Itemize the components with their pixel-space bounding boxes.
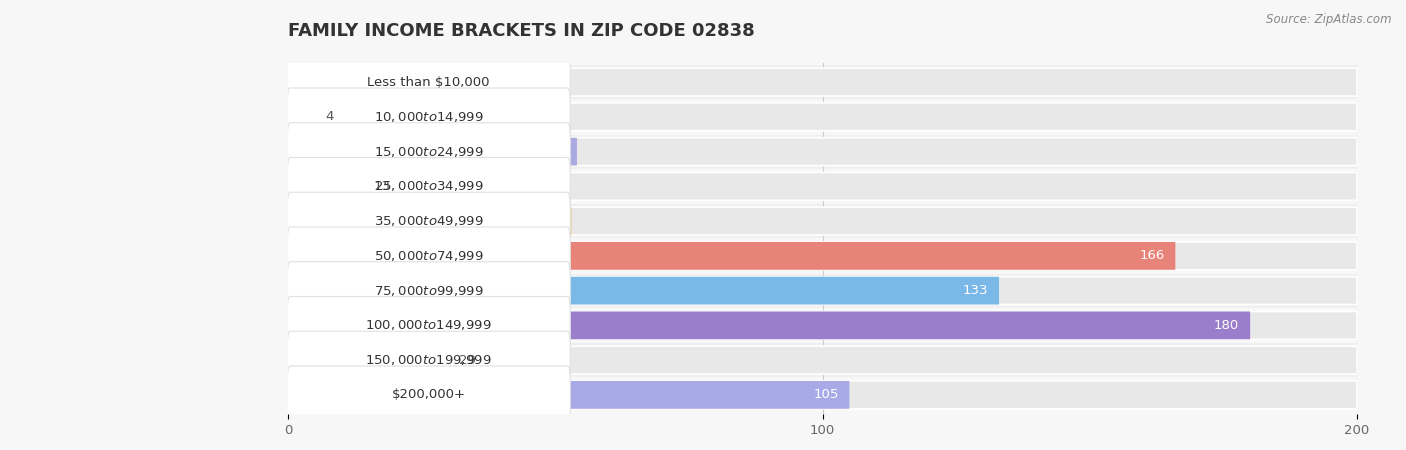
Bar — [288, 135, 1357, 169]
Text: FAMILY INCOME BRACKETS IN ZIP CODE 02838: FAMILY INCOME BRACKETS IN ZIP CODE 02838 — [288, 22, 755, 40]
Text: 166: 166 — [1139, 249, 1164, 262]
Text: $35,000 to $49,999: $35,000 to $49,999 — [374, 214, 484, 228]
Bar — [288, 169, 1357, 203]
Text: 29: 29 — [460, 354, 477, 367]
FancyBboxPatch shape — [288, 138, 1357, 166]
FancyBboxPatch shape — [287, 227, 571, 285]
FancyBboxPatch shape — [288, 207, 1357, 235]
Text: 54: 54 — [550, 145, 567, 158]
FancyBboxPatch shape — [287, 53, 571, 111]
FancyBboxPatch shape — [288, 346, 1357, 374]
FancyBboxPatch shape — [288, 311, 1250, 339]
Text: $50,000 to $74,999: $50,000 to $74,999 — [374, 249, 484, 263]
FancyBboxPatch shape — [288, 207, 572, 235]
Text: Source: ZipAtlas.com: Source: ZipAtlas.com — [1267, 14, 1392, 27]
Text: 180: 180 — [1213, 319, 1239, 332]
FancyBboxPatch shape — [288, 346, 443, 374]
FancyBboxPatch shape — [288, 277, 1000, 305]
FancyBboxPatch shape — [288, 381, 849, 409]
Bar — [288, 343, 1357, 377]
Text: 52: 52 — [538, 76, 555, 89]
FancyBboxPatch shape — [288, 311, 1357, 339]
FancyBboxPatch shape — [287, 366, 571, 424]
Text: $200,000+: $200,000+ — [392, 388, 465, 401]
FancyBboxPatch shape — [288, 68, 1357, 96]
Text: $150,000 to $199,999: $150,000 to $199,999 — [366, 353, 492, 367]
FancyBboxPatch shape — [288, 172, 1357, 200]
FancyBboxPatch shape — [288, 277, 1357, 305]
Text: Less than $10,000: Less than $10,000 — [367, 76, 491, 89]
FancyBboxPatch shape — [288, 242, 1175, 270]
Text: 133: 133 — [963, 284, 988, 297]
Text: 53: 53 — [544, 215, 561, 228]
Text: 105: 105 — [813, 388, 838, 401]
FancyBboxPatch shape — [288, 103, 309, 131]
FancyBboxPatch shape — [287, 297, 571, 354]
Bar — [288, 204, 1357, 238]
Bar — [288, 308, 1357, 342]
FancyBboxPatch shape — [287, 123, 571, 180]
Bar — [288, 239, 1357, 273]
FancyBboxPatch shape — [288, 68, 567, 96]
Text: 13: 13 — [374, 180, 391, 193]
FancyBboxPatch shape — [288, 172, 359, 200]
Text: $10,000 to $14,999: $10,000 to $14,999 — [374, 110, 484, 124]
Text: $25,000 to $34,999: $25,000 to $34,999 — [374, 180, 484, 194]
FancyBboxPatch shape — [288, 242, 1357, 270]
Bar — [288, 100, 1357, 134]
Bar — [288, 65, 1357, 99]
FancyBboxPatch shape — [287, 192, 571, 250]
Bar — [288, 378, 1357, 412]
Text: 4: 4 — [326, 110, 335, 123]
FancyBboxPatch shape — [288, 138, 576, 166]
FancyBboxPatch shape — [287, 88, 571, 146]
FancyBboxPatch shape — [287, 331, 571, 389]
Text: $100,000 to $149,999: $100,000 to $149,999 — [366, 319, 492, 333]
FancyBboxPatch shape — [287, 158, 571, 215]
Text: $15,000 to $24,999: $15,000 to $24,999 — [374, 144, 484, 158]
FancyBboxPatch shape — [287, 262, 571, 320]
FancyBboxPatch shape — [288, 381, 1357, 409]
Text: $75,000 to $99,999: $75,000 to $99,999 — [374, 284, 484, 297]
FancyBboxPatch shape — [288, 103, 1357, 131]
Bar — [288, 274, 1357, 308]
